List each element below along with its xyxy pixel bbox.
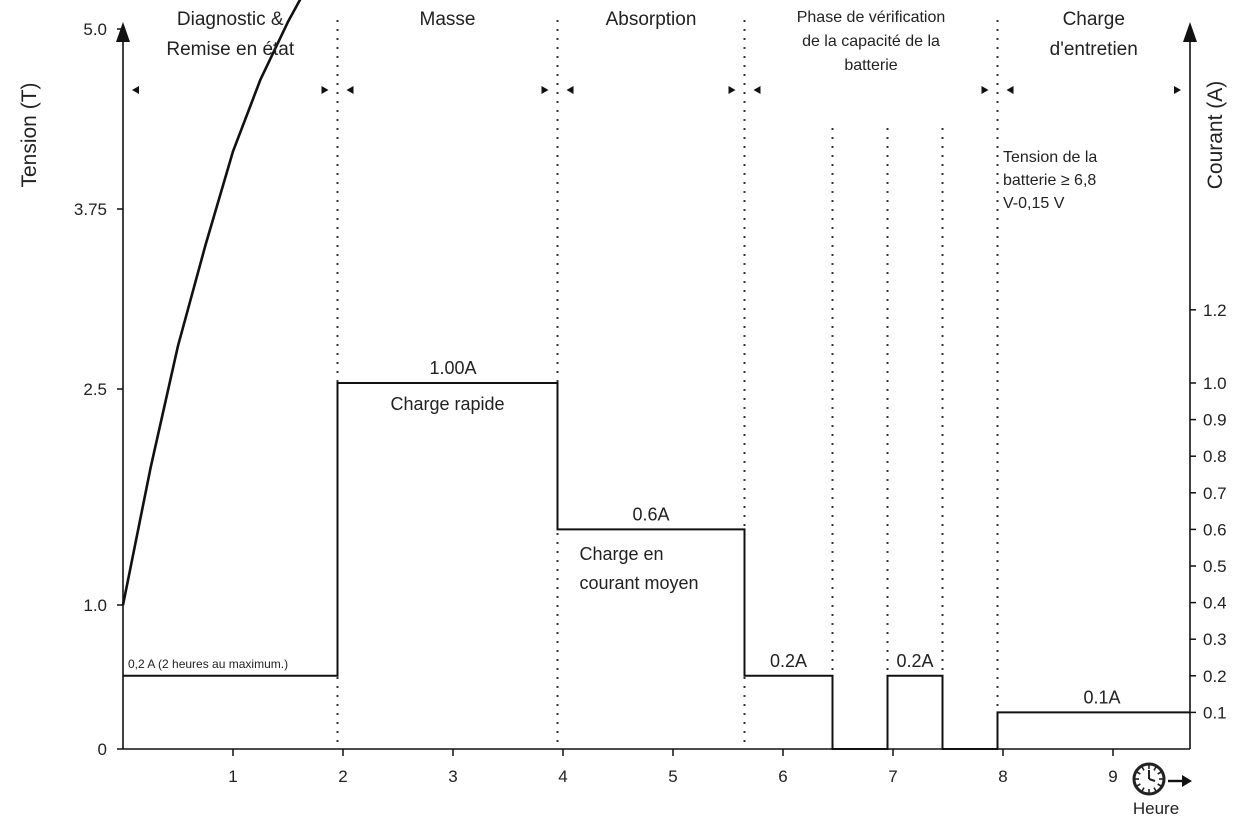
clock-hand-hour xyxy=(1148,778,1156,782)
y-right-tick-label-0.4: 0.4 xyxy=(1203,594,1227,613)
y-left-tick-label-2.5: 2.5 xyxy=(83,380,107,399)
phase-title-3-line-1: Absorption xyxy=(606,9,697,30)
phase-title-1-line-1: Diagnostic & xyxy=(177,9,284,30)
current-label-1: 1.00A xyxy=(429,358,476,378)
x-tick-label-9: 9 xyxy=(1108,767,1117,786)
y-right-tick-label-1.0: 1.0 xyxy=(1203,374,1227,393)
y-left-tick-label-0: 0 xyxy=(98,740,107,759)
current-label-4: 0.2A xyxy=(896,651,933,671)
phase-arrow-start-5 xyxy=(1006,86,1014,94)
clock-tick-3 xyxy=(1153,787,1157,792)
y-left-tick-label-5.0: 5.0 xyxy=(83,20,107,39)
y-right-tick-label-0.8: 0.8 xyxy=(1203,447,1227,466)
phase-arrow-end-3 xyxy=(728,86,736,94)
phase-title-5-line-2: d'entretien xyxy=(1050,39,1138,60)
x-axis-title: Heure xyxy=(1133,799,1179,818)
left-axis-arrow xyxy=(116,22,130,42)
phase-arrow-end-2 xyxy=(541,86,549,94)
y-left-axis-title: Tension (T) xyxy=(18,82,41,187)
x-tick-label-7: 7 xyxy=(888,767,897,786)
fast-charge-label: Charge rapide xyxy=(390,394,504,414)
clock-tick-11 xyxy=(1153,766,1157,771)
right-axis-arrow xyxy=(1183,22,1197,42)
current-series xyxy=(123,382,1190,750)
time-arrow-head xyxy=(1182,775,1192,787)
x-tick-label-8: 8 xyxy=(998,767,1007,786)
axes xyxy=(116,22,1197,756)
phase-boundaries xyxy=(336,20,999,749)
clock-tick-12 xyxy=(1157,771,1162,775)
current-label-2: 0.6A xyxy=(632,504,669,524)
phase-title-1-line-2: Remise en état xyxy=(166,39,295,60)
y-right-tick-label-0.6: 0.6 xyxy=(1203,520,1227,539)
medium-charge-label-line-1: Charge en xyxy=(580,544,664,564)
maintenance-voltage-line-3: V-0,15 V xyxy=(1003,195,1065,212)
x-tick-label-3: 3 xyxy=(448,767,457,786)
x-tick-label-2: 2 xyxy=(338,767,347,786)
clock-tick-2 xyxy=(1157,783,1162,787)
medium-charge-label-line-2: courant moyen xyxy=(580,573,699,593)
y-left-tick-label-3.75: 3.75 xyxy=(74,200,107,219)
phase-arrow-start-2 xyxy=(346,86,354,94)
clock-tick-6 xyxy=(1136,783,1141,787)
y-right-tick-label-0.7: 0.7 xyxy=(1203,484,1227,503)
phase-title-2-line-1: Masse xyxy=(420,9,476,30)
x-tick-label-1: 1 xyxy=(228,767,237,786)
chart-text: 12345678901.02.53.755.06.257.58.750.10.2… xyxy=(18,9,1227,818)
y-right-tick-label-0.9: 0.9 xyxy=(1203,411,1227,430)
current-step-line xyxy=(123,382,1190,750)
phase-arrow-end-1 xyxy=(321,86,329,94)
clock-tick-8 xyxy=(1136,771,1141,775)
phase-span-arrows xyxy=(132,86,1181,94)
y-right-tick-label-0.3: 0.3 xyxy=(1203,630,1227,649)
phase-arrow-start-4 xyxy=(753,86,761,94)
phase-arrow-start-3 xyxy=(566,86,574,94)
phase-title-4-line-2: de la capacité de la xyxy=(802,33,940,50)
current-label-3: 0.2A xyxy=(770,651,807,671)
phase-title-4-line-3: batterie xyxy=(844,57,897,74)
clock-tick-9 xyxy=(1141,766,1145,771)
maintenance-voltage-line-1: Tension de la xyxy=(1003,149,1097,166)
y-right-tick-label-0.2: 0.2 xyxy=(1203,667,1227,686)
maintenance-voltage-line-2: batterie ≥ 6,8 xyxy=(1003,172,1096,189)
y-right-tick-label-1.2: 1.2 xyxy=(1203,301,1227,320)
y-right-axis-title: Courant (A) xyxy=(1204,81,1227,190)
clock-tick-5 xyxy=(1141,787,1145,792)
phase-title-5-line-1: Charge xyxy=(1063,9,1125,30)
x-tick-label-5: 5 xyxy=(668,767,677,786)
phase-arrow-start-1 xyxy=(132,86,139,94)
voltage-curve xyxy=(121,0,302,606)
phase-arrow-end-4 xyxy=(981,86,989,94)
phase-title-4-line-1: Phase de vérification xyxy=(797,9,946,26)
y-left-tick-label-1.0: 1.0 xyxy=(83,596,107,615)
current-label-5: 0.1A xyxy=(1083,687,1120,707)
x-tick-label-6: 6 xyxy=(778,767,787,786)
diagnostic-current-label: 0,2 A (2 heures au maximum.) xyxy=(128,657,288,671)
clock-icon xyxy=(1132,762,1192,796)
y-right-tick-label-0.5: 0.5 xyxy=(1203,557,1227,576)
x-tick-label-4: 4 xyxy=(558,767,567,786)
y-right-tick-label-0.1: 0.1 xyxy=(1203,703,1227,722)
phase-arrow-end-5 xyxy=(1174,86,1181,94)
voltage-series xyxy=(121,0,302,606)
